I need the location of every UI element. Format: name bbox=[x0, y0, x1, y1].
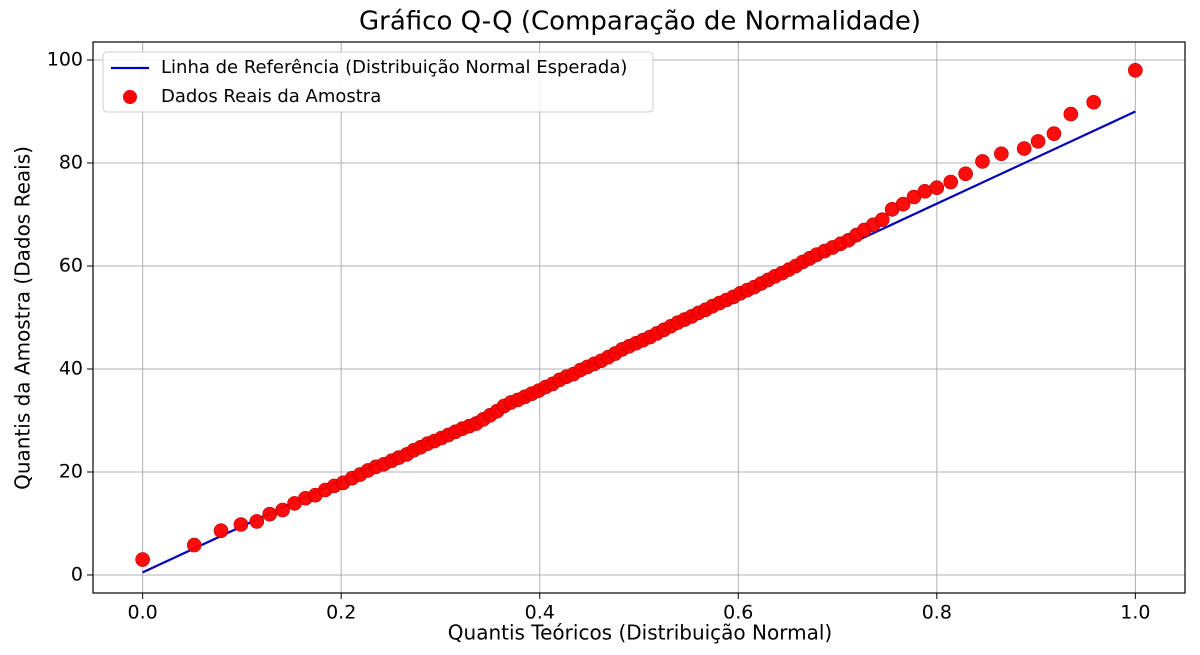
y-tick-label: 20 bbox=[59, 460, 83, 482]
data-point bbox=[1063, 106, 1079, 122]
data-point bbox=[994, 146, 1009, 162]
y-tick-label: 100 bbox=[47, 49, 83, 71]
legend-box bbox=[102, 51, 654, 113]
x-tick-label: 0.6 bbox=[723, 602, 753, 624]
legend-label: Linha de Referência (Distribuição Normal… bbox=[161, 57, 627, 78]
data-point bbox=[262, 506, 278, 522]
y-tick-label: 60 bbox=[59, 255, 83, 277]
x-tick-label: 0.0 bbox=[128, 602, 158, 624]
data-point bbox=[249, 514, 265, 529]
data-point bbox=[1086, 94, 1101, 110]
data-point bbox=[895, 196, 911, 212]
data-point bbox=[1016, 141, 1032, 156]
legend: Linha de Referência (Distribuição Normal… bbox=[102, 51, 654, 113]
plot-frame bbox=[92, 41, 1186, 594]
data-point bbox=[1128, 63, 1143, 78]
data-point bbox=[233, 517, 249, 532]
x-tick-label: 1.0 bbox=[1120, 602, 1150, 624]
y-axis-label: Quantis da Amostra (Dados Reais) bbox=[11, 146, 35, 490]
data-point bbox=[929, 180, 945, 196]
data-point bbox=[1030, 134, 1046, 149]
y-tick-label: 0 bbox=[71, 563, 83, 585]
y-tick-label: 40 bbox=[59, 357, 83, 379]
data-point bbox=[186, 537, 202, 553]
chart-title: Gráfico Q-Q (Comparação de Normalidade) bbox=[359, 7, 921, 37]
legend-marker bbox=[123, 90, 137, 104]
data-point bbox=[275, 502, 290, 518]
data-point bbox=[1046, 126, 1062, 141]
legend-label: Dados Reais da Amostra bbox=[161, 86, 381, 107]
data-point bbox=[975, 154, 990, 169]
x-tick-label: 0.2 bbox=[326, 602, 356, 624]
x-tick-label: 0.4 bbox=[525, 602, 555, 624]
data-point bbox=[874, 212, 890, 227]
data-point bbox=[213, 523, 229, 538]
x-axis-label: Quantis Teóricos (Distribuição Normal) bbox=[448, 621, 832, 645]
data-point bbox=[958, 166, 973, 182]
x-tick-label: 0.8 bbox=[922, 602, 952, 624]
data-point bbox=[135, 552, 150, 567]
y-tick-label: 80 bbox=[59, 152, 83, 174]
data-point bbox=[943, 174, 959, 190]
